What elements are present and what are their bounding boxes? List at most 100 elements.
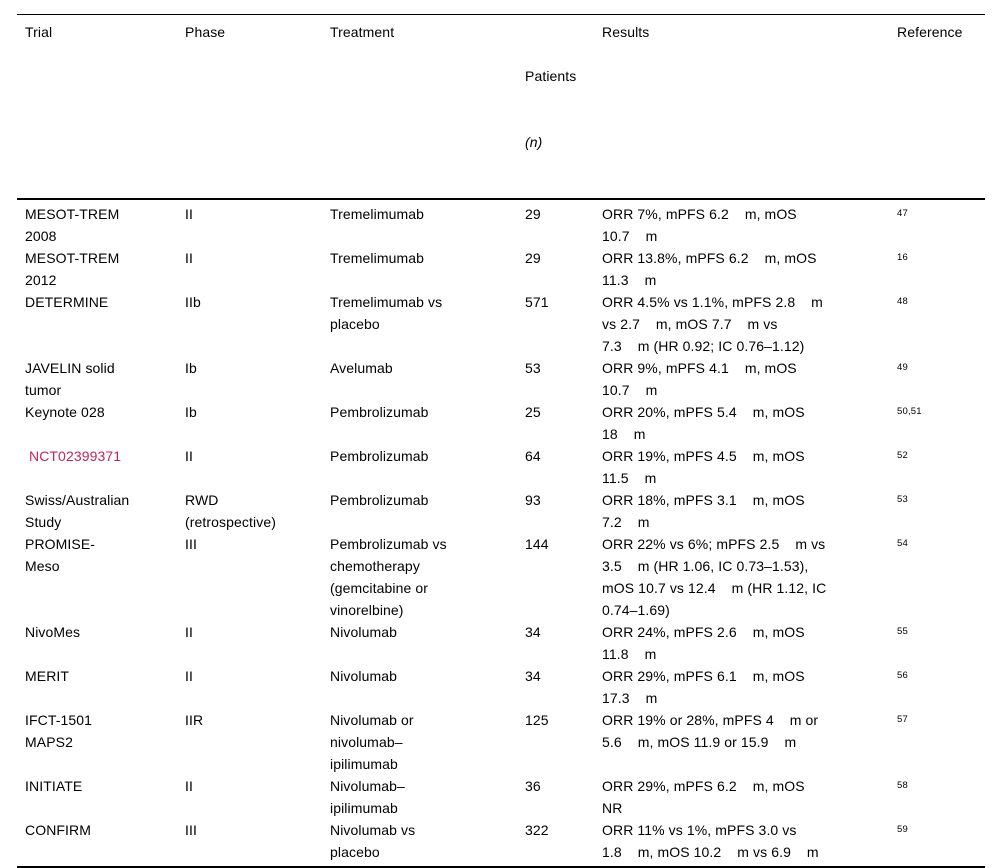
- reference-superscript: 58: [897, 780, 908, 791]
- cell-phase: III: [185, 536, 197, 552]
- cell-treatment: Tremelimumab: [330, 250, 425, 266]
- cell-patients: 64: [525, 448, 541, 464]
- table-row: INITIATE II Nivolumab– ipilimumab 36 ORR…: [25, 775, 985, 819]
- header-patients: Patients (n): [525, 21, 602, 197]
- cell-phase: IIb: [185, 294, 201, 310]
- reference-superscript: 59: [897, 824, 908, 835]
- cell-patients: 36: [525, 778, 541, 794]
- trials-table: Trial Phase Treatment Patients (n) Resul…: [17, 14, 985, 868]
- reference-superscript: 55: [897, 626, 908, 637]
- cell-patients: 125: [525, 712, 549, 728]
- cell-patients: 144: [525, 536, 549, 552]
- table-row: CONFIRM III Nivolumab vs placebo 322 ORR…: [25, 819, 985, 863]
- reference-superscript: 53: [897, 494, 908, 505]
- header-patients-line2: (n): [525, 134, 543, 150]
- cell-trial: MESOT-TREM 2012: [25, 250, 120, 288]
- cell-treatment: Pembrolizumab: [330, 404, 429, 420]
- cell-trial: JAVELIN solid tumor: [25, 360, 115, 398]
- cell-reference: 59: [897, 819, 985, 843]
- cell-patients: 34: [525, 624, 541, 640]
- table-row: MESOT-TREM 2012 II Tremelimumab 29 ORR 1…: [25, 247, 985, 291]
- reference-superscript: 48: [897, 296, 908, 307]
- cell-trial: PROMISE- Meso: [25, 536, 96, 574]
- cell-phase: RWD (retrospective): [185, 492, 276, 530]
- cell-trial: MESOT-TREM 2008: [25, 206, 120, 244]
- cell-trial: MERIT: [25, 668, 70, 684]
- header-treatment: Treatment: [330, 24, 395, 40]
- header-results: Results: [602, 24, 650, 40]
- cell-treatment: Nivolumab: [330, 668, 398, 684]
- cell-patients: 25: [525, 404, 541, 420]
- cell-trial: DETERMINE: [25, 294, 109, 310]
- table-row: PROMISE- Meso III Pembrolizumab vs chemo…: [25, 533, 985, 621]
- reference-superscript: 52: [897, 450, 908, 461]
- cell-results: ORR 11% vs 1%, mPFS 3.0 vs 1.8 m, mOS 10…: [602, 822, 819, 860]
- table-row: MERIT II Nivolumab 34 ORR 29%, mPFS 6.1 …: [25, 665, 985, 709]
- cell-phase: Ib: [185, 404, 197, 420]
- table-top-rule: [17, 14, 985, 15]
- cell-treatment: Nivolumab or nivolumab– ipilimumab: [330, 712, 414, 772]
- cell-patients: 34: [525, 668, 541, 684]
- table-body: MESOT-TREM 2008 II Tremelimumab 29 ORR 7…: [17, 200, 985, 866]
- cell-reference: 57: [897, 709, 985, 733]
- header-reference: Reference: [897, 24, 963, 40]
- cell-trial: INITIATE: [25, 778, 83, 794]
- cell-patients: 571: [525, 294, 549, 310]
- cell-treatment: Nivolumab: [330, 624, 398, 640]
- cell-phase: II: [185, 624, 193, 640]
- cell-phase: Ib: [185, 360, 197, 376]
- cell-results: ORR 7%, mPFS 6.2 m, mOS 10.7 m: [602, 206, 797, 244]
- cell-patients: 29: [525, 250, 541, 266]
- cell-results: ORR 22% vs 6%; mPFS 2.5 m vs 3.5 m (HR 1…: [602, 536, 827, 618]
- cell-reference: 50,51: [897, 401, 985, 425]
- cell-treatment: Pembrolizumab vs chemotherapy (gemcitabi…: [330, 536, 447, 618]
- cell-phase: IIR: [185, 712, 204, 728]
- cell-treatment: Tremelimumab vs placebo: [330, 294, 443, 332]
- header-trial: Trial: [25, 24, 53, 40]
- cell-phase: II: [185, 206, 193, 222]
- cell-reference: 16: [897, 247, 985, 271]
- cell-patients: 53: [525, 360, 541, 376]
- header-phase: Phase: [185, 24, 226, 40]
- cell-phase: II: [185, 778, 193, 794]
- reference-superscript: 57: [897, 714, 908, 725]
- header-patients-line1: Patients: [525, 68, 577, 84]
- reference-superscript: 16: [897, 252, 908, 263]
- cell-patients: 93: [525, 492, 541, 508]
- cell-results: ORR 29%, mPFS 6.2 m, mOS NR: [602, 778, 805, 816]
- reference-superscript: 56: [897, 670, 908, 681]
- table-row: Keynote 028 Ib Pembrolizumab 25 ORR 20%,…: [25, 401, 985, 445]
- cell-trial: Swiss/Australian Study: [25, 492, 130, 530]
- reference-superscript: 50,51: [897, 406, 922, 417]
- reference-superscript: 54: [897, 538, 908, 549]
- cell-reference: 48: [897, 291, 985, 315]
- cell-reference: 53: [897, 489, 985, 513]
- cell-trial: Keynote 028: [25, 404, 105, 420]
- cell-results: ORR 19% or 28%, mPFS 4 m or 5.6 m, mOS 1…: [602, 712, 819, 750]
- cell-patients: 322: [525, 822, 549, 838]
- table-header-rule: [17, 198, 985, 200]
- reference-superscript: 47: [897, 208, 908, 219]
- trial-registry-link[interactable]: NCT02399371: [25, 448, 122, 464]
- table-row: NCT02399371 II Pembrolizumab 64 ORR 19%,…: [25, 445, 985, 489]
- reference-superscript: 49: [897, 362, 908, 373]
- table-row: JAVELIN solid tumor Ib Avelumab 53 ORR 9…: [25, 357, 985, 401]
- cell-treatment: Pembrolizumab: [330, 492, 429, 508]
- cell-results: ORR 29%, mPFS 6.1 m, mOS 17.3 m: [602, 668, 805, 706]
- cell-reference: 54: [897, 533, 985, 557]
- cell-phase: II: [185, 668, 193, 684]
- cell-reference: 47: [897, 203, 985, 227]
- cell-treatment: Avelumab: [330, 360, 393, 376]
- cell-reference: 52: [897, 445, 985, 469]
- cell-treatment: Nivolumab– ipilimumab: [330, 778, 405, 816]
- cell-patients: 29: [525, 206, 541, 222]
- cell-results: ORR 19%, mPFS 4.5 m, mOS 11.5 m: [602, 448, 805, 486]
- cell-reference: 58: [897, 775, 985, 799]
- table-row: MESOT-TREM 2008 II Tremelimumab 29 ORR 7…: [25, 203, 985, 247]
- cell-phase: III: [185, 822, 197, 838]
- cell-reference: 49: [897, 357, 985, 381]
- cell-treatment: Nivolumab vs placebo: [330, 822, 416, 860]
- cell-treatment: Pembrolizumab: [330, 448, 429, 464]
- cell-results: ORR 13.8%, mPFS 6.2 m, mOS 11.3 m: [602, 250, 817, 288]
- cell-results: ORR 9%, mPFS 4.1 m, mOS 10.7 m: [602, 360, 797, 398]
